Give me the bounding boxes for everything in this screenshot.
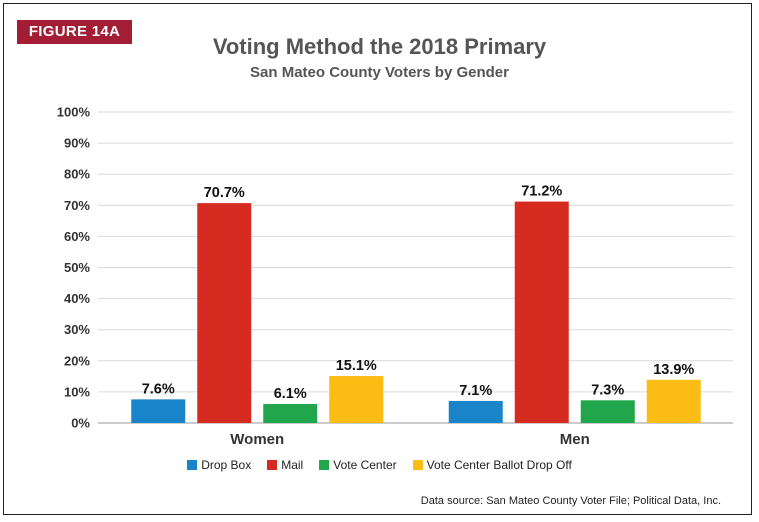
bars <box>131 201 701 423</box>
legend-label: Vote Center <box>333 458 397 472</box>
data-label: 15.1% <box>336 358 377 374</box>
data-label: 13.9% <box>653 362 694 378</box>
legend-item: Drop Box <box>187 458 251 472</box>
y-tick-label: 70% <box>64 198 90 213</box>
legend-swatch <box>319 460 330 470</box>
legend-swatch <box>412 460 423 470</box>
y-tick-label: 40% <box>64 291 90 306</box>
legend: Drop Box Mail Vote Center Vote Center Ballo… <box>0 458 759 472</box>
y-tick-label: 50% <box>64 260 90 275</box>
bar-vote-center <box>263 404 318 423</box>
chart-subtitle: San Mateo County Voters by Gender <box>250 64 509 81</box>
x-axis-categories: Women Men <box>230 431 589 448</box>
gridlines <box>98 111 733 424</box>
chart-frame <box>3 3 752 515</box>
bar-vote-center <box>580 400 635 423</box>
figure-badge: FIGURE 14A <box>17 20 132 44</box>
chart-title: Voting Method the 2018 Primary <box>212 34 547 59</box>
legend-item: Mail <box>267 458 303 472</box>
legend-swatch <box>267 460 278 470</box>
bar-drop-box <box>131 399 186 423</box>
data-label: 71.2% <box>521 184 562 200</box>
bar-vote-center-ballot-drop-off <box>646 379 701 423</box>
y-tick-label: 100% <box>57 105 91 120</box>
data-label: 7.3% <box>591 382 624 398</box>
y-tick-label: 90% <box>64 136 90 151</box>
data-label: 6.1% <box>274 386 307 402</box>
data-label: 7.1% <box>459 383 492 399</box>
y-tick-label: 0% <box>71 416 90 431</box>
bar-vote-center-ballot-drop-off <box>329 376 384 423</box>
data-source-note: Data source: San Mateo County Voter File… <box>420 495 721 507</box>
bar-drop-box <box>448 400 503 423</box>
x-category-label: Women <box>230 431 284 448</box>
bar-mail <box>197 203 252 423</box>
x-category-label: Men <box>560 431 590 448</box>
bar-mail <box>514 201 569 423</box>
y-tick-label: 60% <box>64 229 90 244</box>
legend-label: Mail <box>281 458 304 472</box>
legend-label: Vote Center Ballot Drop Off <box>426 458 572 472</box>
legend-label: Drop Box <box>201 458 252 472</box>
data-label: 7.6% <box>142 381 175 397</box>
y-tick-label: 80% <box>64 167 90 182</box>
y-tick-label: 20% <box>64 353 90 368</box>
y-tick-label: 30% <box>64 322 90 337</box>
y-tick-label: 10% <box>64 384 90 399</box>
legend-item: Vote Center <box>319 458 397 472</box>
legend-swatch <box>187 460 198 470</box>
data-label: 70.7% <box>204 185 245 201</box>
legend-item: Vote Center Ballot Drop Off <box>412 458 572 472</box>
data-labels: 7.6% 70.7% 6.1% 15.1% 7.1% 71.2% 7.3% 13.9% <box>142 184 695 402</box>
y-axis-ticks: 0% 10% 20% 30% 40% 50% 60% 70% 80% 90% 100% <box>57 105 91 431</box>
